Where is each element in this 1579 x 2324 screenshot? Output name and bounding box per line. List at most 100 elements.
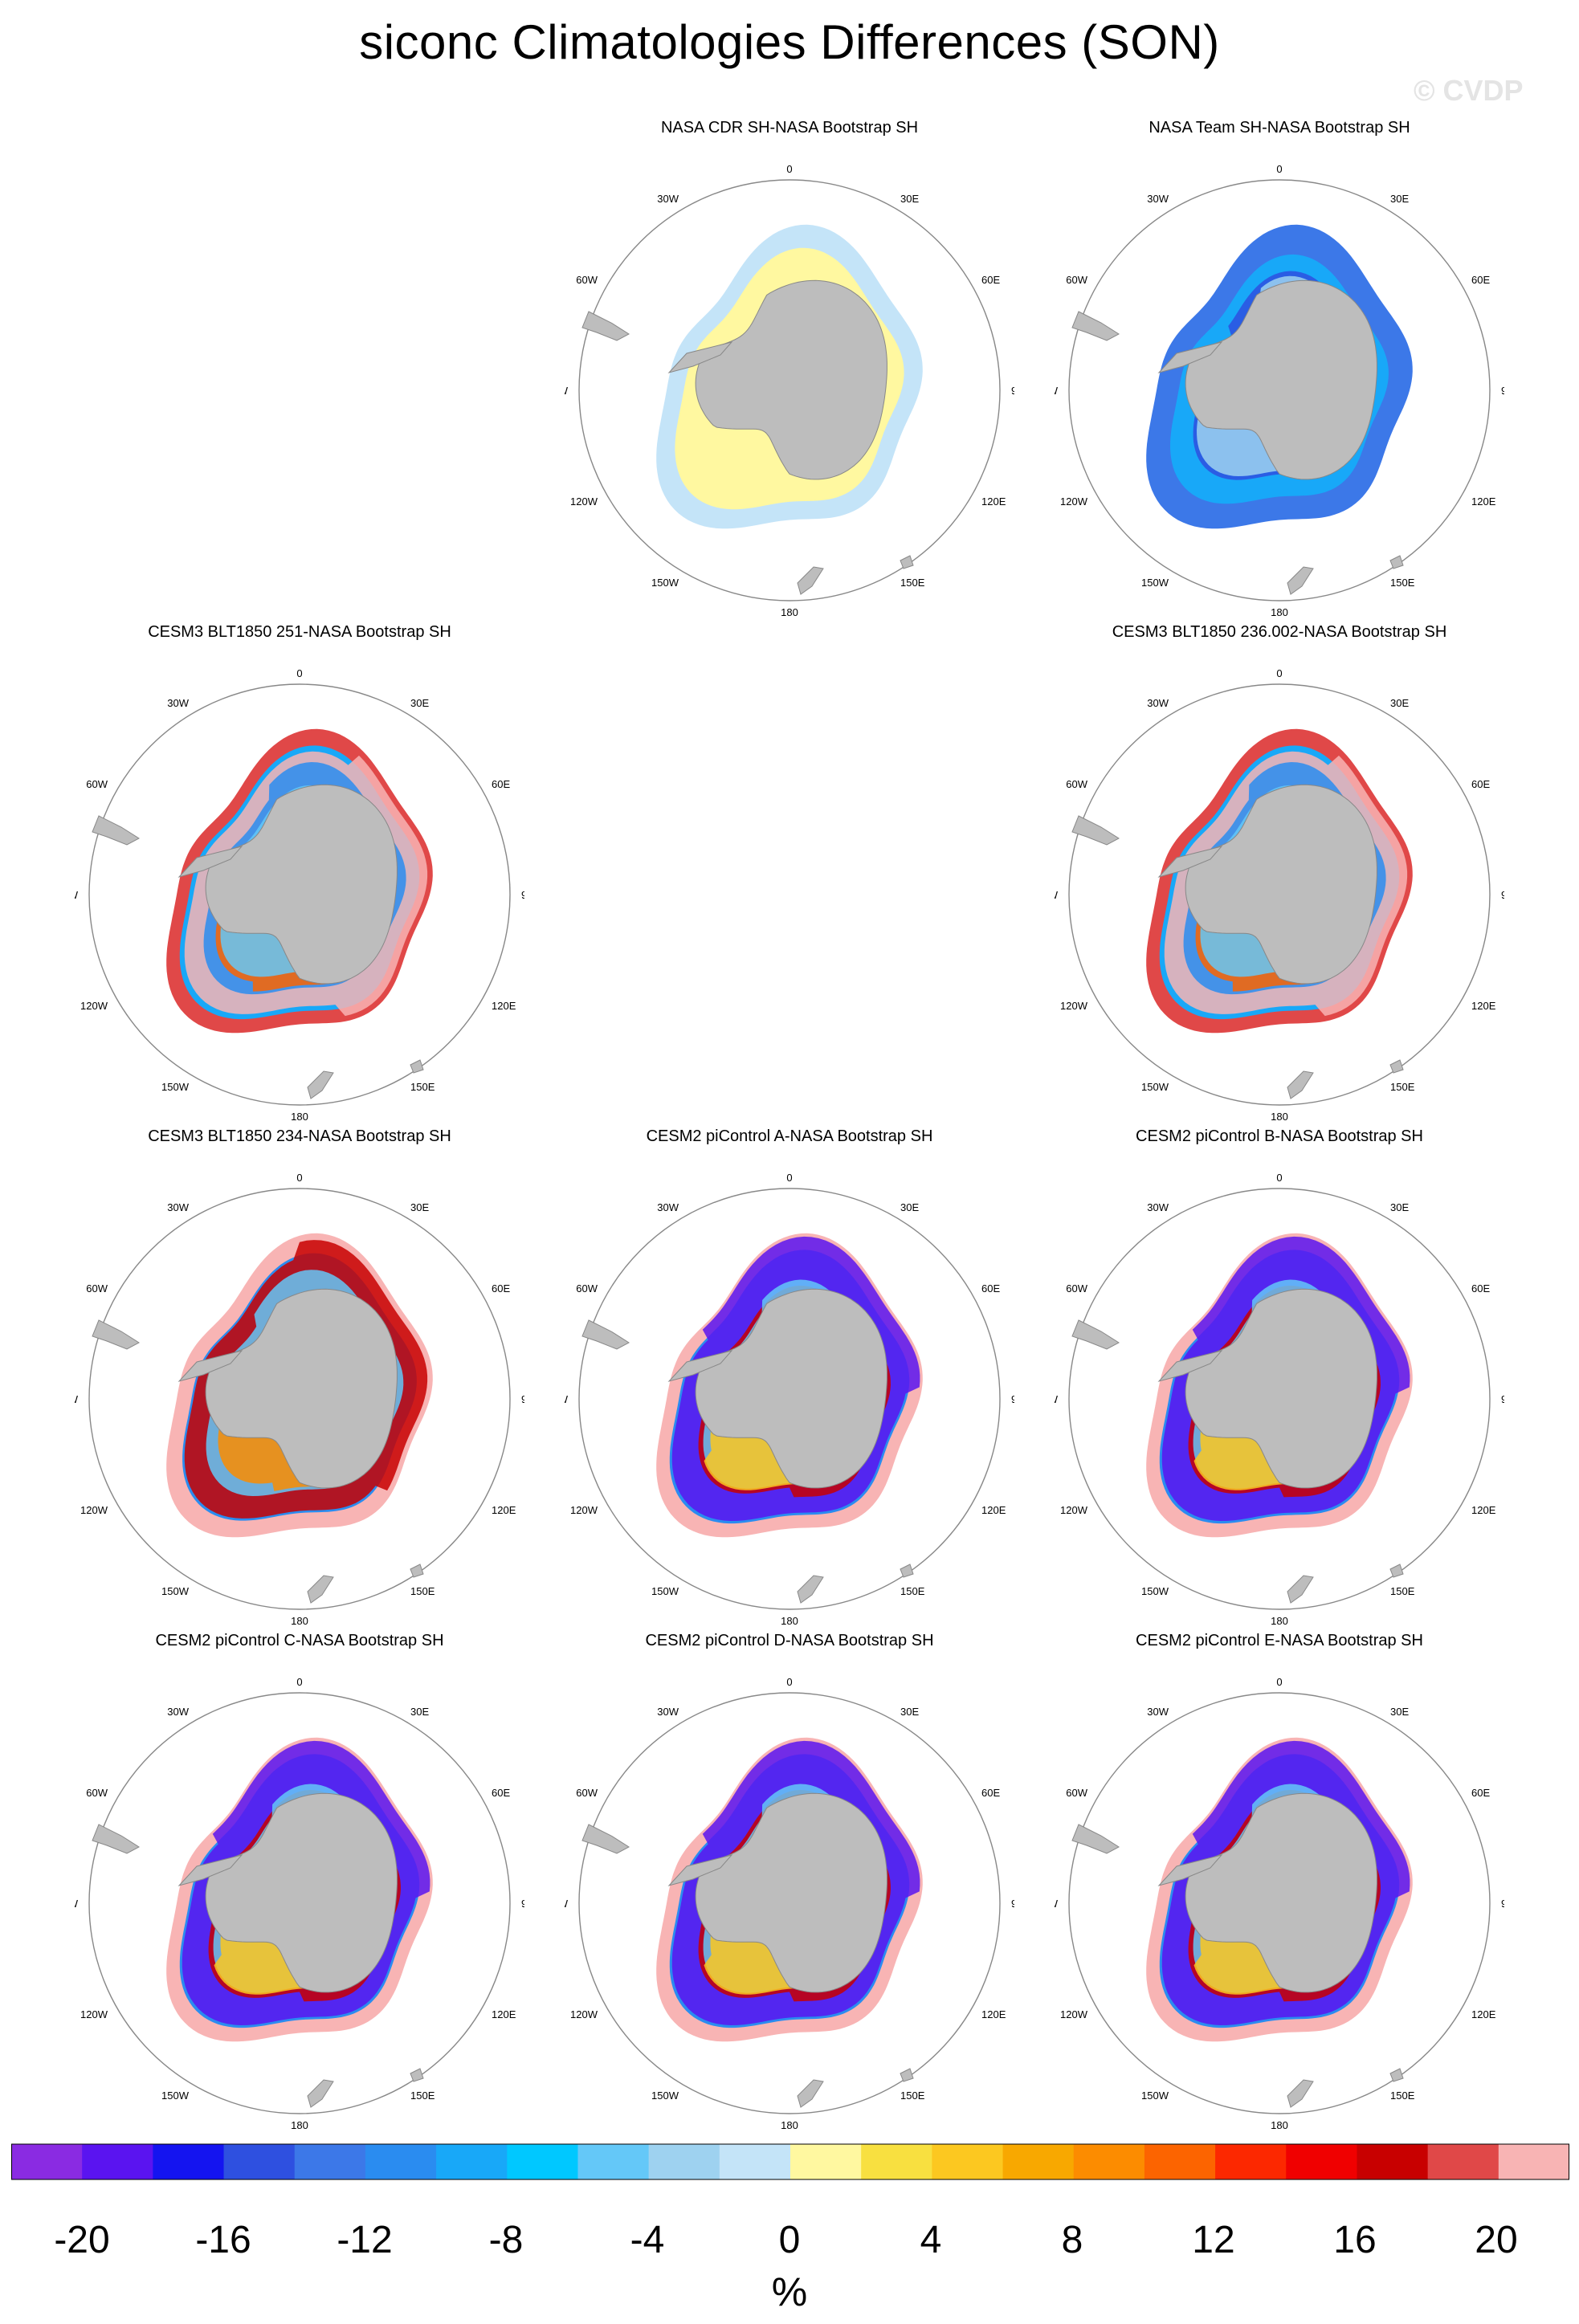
map-content: 0 30E 60E 90E 120E 150E 180 150W 120W 90W 60W 30W [1055,1172,1504,1627]
longitude-label: 90W [75,1898,79,1910]
new-zealand-landmass [307,1575,334,1604]
antarctic-peninsula [177,1854,243,1886]
longitude-label: 60E [1471,778,1490,790]
tasmania-landmass [1389,1564,1404,1578]
longitude-label: 120E [981,2008,1006,2020]
colorbar-swatch [648,2144,720,2179]
new-zealand-landmass [307,2079,334,2108]
longitude-label: 150E [1390,1585,1415,1597]
longitude-label: 0 [786,1172,792,1184]
colorbar-label: 12 [1192,2219,1235,2261]
longitude-label: 120E [492,1000,516,1012]
colorbar-swatch [436,2144,508,2179]
longitude-label: 150W [1141,2090,1169,2102]
longitude-label: 0 [1276,163,1282,175]
colorbar-label: 4 [920,2219,942,2261]
longitude-label: 120W [570,1504,598,1516]
antarctic-peninsula [667,341,733,373]
tasmania-landmass [1389,555,1404,569]
longitude-label: 180 [781,1615,798,1627]
map-panel-cesm3-251: CESM3 BLT1850 251-NASA Bootstrap SH 0 30E… [75,623,524,1137]
colorbar-label: 16 [1333,2219,1377,2261]
longitude-label: 90E [521,1898,524,1910]
longitude-label: 90E [1011,1393,1014,1405]
colorbar-label: -20 [54,2219,110,2261]
longitude-label: 90E [1501,1393,1504,1405]
south-america-landmass [1071,1319,1120,1350]
longitude-label: 0 [1276,1172,1282,1184]
longitude-label: 150W [161,1081,190,1093]
panel-title: CESM2 piControl E-NASA Bootstrap SH [1136,1632,1423,1649]
map-panel-team: NASA Team SH-NASA Bootstrap SH 0 30E 60E 90… [1055,119,1504,633]
map-panel-cesm2-b: CESM2 piControl B-NASA Bootstrap SH 0 30E… [1055,1127,1504,1641]
longitude-label: 180 [781,606,798,618]
panel-title: NASA CDR SH-NASA Bootstrap SH [660,119,919,137]
longitude-label: 90E [521,1393,524,1405]
longitude-label: 30W [1147,193,1169,205]
colorbar-swatch [1144,2144,1216,2179]
longitude-label: 60W [1066,1282,1087,1295]
map-content: 0 30E 60E 90E 120E 150E 180 150W 120W 90W 60W 30W [75,1676,524,2131]
longitude-label: 60E [492,1787,510,1799]
antarctic-peninsula [1157,1350,1223,1382]
new-zealand-landmass [307,1070,334,1099]
longitude-label: 150E [410,2090,435,2102]
longitude-label: 0 [296,1676,302,1688]
longitude-label: 120W [80,1000,108,1012]
longitude-label: 0 [786,163,792,175]
longitude-label: 180 [291,2119,308,2131]
map-content: 0 30E 60E 90E 120E 150E 180 150W 120W 90W 60W 30W [565,1676,1014,2131]
panel-title: CESM3 BLT1850 236.002-NASA Bootstrap SH [1112,623,1447,641]
longitude-label: 90E [1501,889,1504,901]
longitude-label: 60W [86,778,108,790]
figure-title: siconc Climatologies Differences (SON) [359,15,1220,69]
longitude-label: 30E [410,1201,429,1213]
panel-title: CESM2 piControl C-NASA Bootstrap SH [155,1632,444,1649]
new-zealand-landmass [1287,2079,1314,2108]
longitude-label: 30E [900,193,919,205]
south-america-landmass [1071,815,1120,846]
longitude-label: 30E [1390,697,1409,709]
longitude-label: 60E [1471,1282,1490,1295]
colorbar-swatch [82,2144,153,2179]
longitude-label: 180 [291,1615,308,1627]
longitude-label: 90E [521,889,524,901]
longitude-label: 30E [1390,193,1409,205]
antarctic-peninsula [667,1350,733,1382]
longitude-label: 90W [75,889,79,901]
longitude-label: 90W [565,385,569,397]
colorbar-label: 8 [1061,2219,1083,2261]
south-america-landmass [92,1319,140,1350]
tasmania-landmass [410,1059,424,1074]
longitude-label: 120W [1060,1504,1088,1516]
polar-map: 0 30E 60E 90E 120E 150E 180 150W 120W 90W 60W 30W [565,163,1014,618]
new-zealand-landmass [797,2079,824,2108]
longitude-label: 150E [1390,2090,1415,2102]
antarctic-peninsula [177,846,243,878]
south-america-landmass [581,1824,630,1854]
longitude-label: 120E [1471,1504,1496,1516]
colorbar-swatch [223,2144,296,2179]
longitude-label: 0 [786,1676,792,1688]
panel-title: CESM3 BLT1850 251-NASA Bootstrap SH [148,623,451,641]
longitude-label: 120E [981,1504,1006,1516]
polar-map: 0 30E 60E 90E 120E 150E 180 150W 120W 90W 60W 30W [75,1676,524,2131]
polar-map: 0 30E 60E 90E 120E 150E 180 150W 120W 90W 60W 30W [1055,163,1504,618]
longitude-label: 150W [161,1585,190,1597]
antarctic-peninsula [1157,1854,1223,1886]
longitude-label: 120W [1060,1000,1088,1012]
longitude-label: 150W [161,2090,190,2102]
longitude-label: 180 [1271,606,1288,618]
tasmania-landmass [900,555,914,569]
longitude-label: 30E [1390,1201,1409,1213]
longitude-label: 120W [1060,495,1088,508]
map-panel-cesm3-234: CESM3 BLT1850 234-NASA Bootstrap SH 0 30E… [75,1127,524,1641]
longitude-label: 60W [1066,778,1087,790]
polar-map: 0 30E 60E 90E 120E 150E 180 150W 120W 90W 60W 30W [75,1172,524,1627]
colorbar-swatch [719,2144,791,2179]
panel-title: NASA Team SH-NASA Bootstrap SH [1149,119,1410,137]
longitude-label: 150E [410,1585,435,1597]
longitude-label: 30E [410,1706,429,1718]
longitude-label: 30W [1147,697,1169,709]
longitude-label: 30E [900,1706,919,1718]
